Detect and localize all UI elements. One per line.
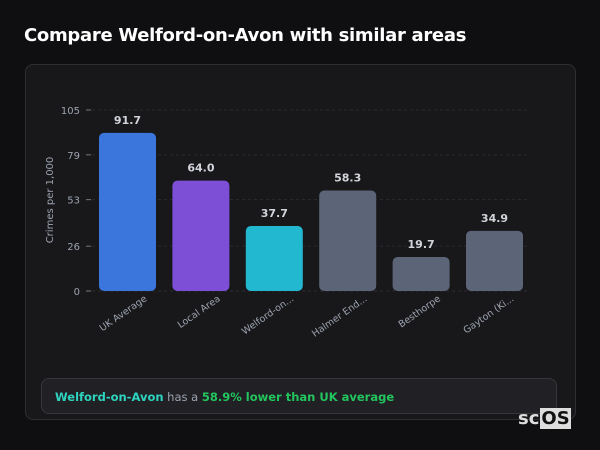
data-label: 34.9 <box>481 212 508 225</box>
y-tick-label: 26 <box>67 242 80 253</box>
x-tick-label: Halmer End... <box>310 293 369 339</box>
x-tick-label: Local Area <box>176 293 223 330</box>
y-axis-label: Crimes per 1,000 <box>45 157 56 244</box>
x-tick-label: Welford-on... <box>240 293 296 337</box>
bar <box>99 132 156 291</box>
summary-box: Welford-on-Avon has a 58.9% lower than U… <box>41 378 557 414</box>
data-label: 91.7 <box>114 114 141 127</box>
data-label: 58.3 <box>334 172 361 185</box>
x-tick-label: UK Average <box>98 293 150 334</box>
page-title: Compare Welford-on-Avon with similar are… <box>24 25 467 46</box>
x-tick-label: Besthorpe <box>397 293 443 330</box>
summary-area: Welford-on-Avon <box>55 390 164 404</box>
summary-text: has a <box>163 390 202 404</box>
scos-logo: sc OS <box>518 408 571 429</box>
bar <box>172 180 230 291</box>
data-label: 64.0 <box>187 162 214 175</box>
y-tick-label: 53 <box>67 196 80 207</box>
bar <box>466 230 523 291</box>
y-tick-label: 79 <box>67 151 80 162</box>
bar <box>392 257 450 291</box>
data-label: 19.7 <box>408 238 435 251</box>
summary-highlight: 58.9% lower than UK average <box>201 390 395 404</box>
bar <box>319 190 377 291</box>
bar <box>245 226 303 291</box>
y-tick-label: 105 <box>61 106 80 117</box>
x-tick-label: Gayton (Ki... <box>462 293 517 336</box>
y-tick-label: 0 <box>74 287 80 298</box>
data-label: 37.7 <box>261 207 288 220</box>
